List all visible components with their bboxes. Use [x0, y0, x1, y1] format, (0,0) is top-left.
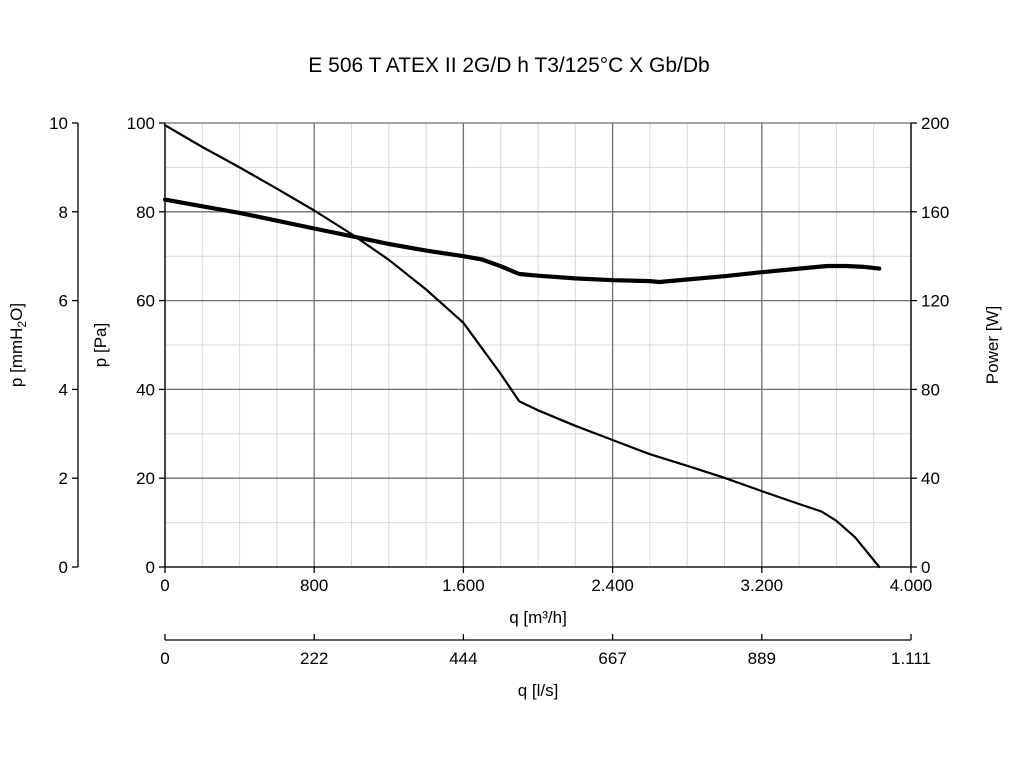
pressure-curve — [163, 124, 881, 569]
y-axis-label-mmh2o-part3: O] — [7, 303, 26, 321]
chart-title: E 506 T ATEX II 2G/D h T3/125°C X Gb/Db — [308, 54, 709, 77]
y-tick-label-mmh2o: 4 — [59, 380, 68, 399]
y-tick-label-mmh2o: 8 — [59, 203, 68, 222]
y-axis-label-power: Power [W] — [983, 306, 1002, 384]
y-tick-label-mmh2o: 6 — [59, 292, 68, 311]
y-tick-label-pa: 0 — [146, 558, 155, 577]
y-tick-label-mmh2o: 0 — [59, 558, 68, 577]
x-tick-label-ls: 0 — [160, 649, 169, 668]
x-tick-label-ls: 222 — [300, 649, 328, 668]
y-tick-label-power: 0 — [921, 558, 930, 577]
y-tick-label-power: 80 — [921, 380, 940, 399]
minor-grid — [165, 123, 911, 567]
x-tick-label-m3h: 1.600 — [442, 576, 485, 595]
x-tick-label-m3h: 3.200 — [741, 576, 784, 595]
y-axis-label-mmh2o: p [mmH2O] — [7, 303, 29, 387]
curves — [162, 124, 882, 569]
x-axis-label: q [m³/h] — [509, 608, 567, 627]
x-tick-label-ls: 444 — [449, 649, 477, 668]
y-tick-label-pa: 80 — [136, 203, 155, 222]
y-tick-label-power: 40 — [921, 469, 940, 488]
x-tick-label-m3h: 2.400 — [591, 576, 634, 595]
x-tick-label-ls: 1.111 — [891, 649, 931, 668]
x-tick-label-m3h: 4.000 — [890, 576, 933, 595]
y-tick-label-power: 160 — [921, 203, 949, 222]
axes — [72, 122, 917, 641]
y-tick-label-power: 200 — [921, 114, 949, 133]
power-curve — [162, 197, 882, 285]
y-axis-label-mmh2o-subscript: 2 — [15, 321, 29, 328]
x-tick-label-m3h: 0 — [160, 576, 169, 595]
x-tick-label-ls: 667 — [598, 649, 626, 668]
x-tick-label-m3h: 800 — [300, 576, 328, 595]
y-axis-label-mmh2o-part1: p [mmH — [7, 328, 26, 388]
y-axis-label-pa: p [Pa] — [91, 323, 110, 367]
y-tick-label-power: 120 — [921, 292, 949, 311]
x-axis-secondary-label: q [l/s] — [518, 681, 559, 700]
y-tick-label-pa: 40 — [136, 380, 155, 399]
y-tick-label-pa: 60 — [136, 292, 155, 311]
y-tick-label-pa: 20 — [136, 469, 155, 488]
y-tick-label-pa: 100 — [127, 114, 155, 133]
x-tick-label-ls: 889 — [748, 649, 776, 668]
y-tick-label-mmh2o: 2 — [59, 469, 68, 488]
y-tick-label-mmh2o: 10 — [49, 114, 68, 133]
